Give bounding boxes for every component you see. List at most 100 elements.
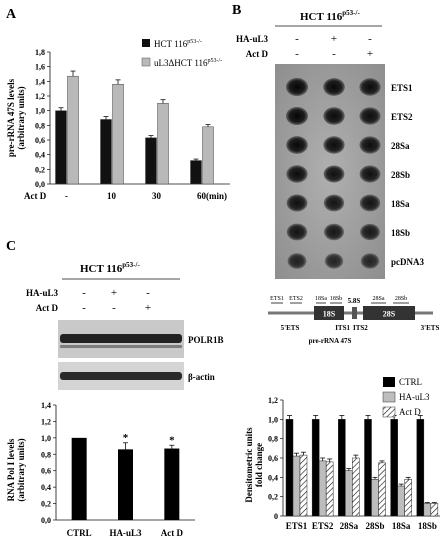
- schematic-5ets-label: 5'ETS: [281, 324, 300, 332]
- blot-b-row-label: Act D: [246, 49, 269, 59]
- chart-d-ytick-label: 1,2: [268, 396, 278, 405]
- blot-b-dot: [324, 253, 344, 269]
- schematic-18s-block: [314, 306, 344, 320]
- chart-a-bar: [157, 103, 169, 185]
- blot-b-dot: [360, 223, 380, 241]
- schematic-probes: ETS1 ETS2 18Sa 18Sb 28Sa 28Sb: [270, 296, 409, 304]
- chart-c-ytick-label: 1,4: [41, 401, 51, 410]
- blot-c-sign: -: [82, 287, 86, 299]
- chart-d-bar: [378, 462, 386, 517]
- chart-c-bars: CTRL * HA-uL3 * Act D: [67, 432, 184, 538]
- chart-d-bar: [325, 461, 334, 517]
- legend-label-ctrl: CTRL: [399, 377, 422, 387]
- legend-label-hct116: HCT 116p53-/-: [154, 39, 202, 49]
- chart-a-bar: [202, 126, 214, 185]
- chart-a-ytick-label: 0,2: [35, 165, 45, 174]
- legend-swatch-actd: [382, 406, 396, 418]
- chart-d-bar: [364, 419, 372, 517]
- chart-a-ylabel: pre-rRNA 47S levels: [6, 78, 16, 157]
- chart-a-bars: [55, 70, 214, 185]
- chart-a-ylabel2: (arbitrary units): [16, 86, 26, 149]
- chart-a-xtick-label: -: [65, 191, 68, 201]
- chart-a-ytick-label: 1,4: [35, 77, 45, 86]
- chart-a-ytick-label: 1,8: [35, 48, 45, 57]
- blot-b-probe-label: pcDNA3: [391, 257, 424, 267]
- blot-b-header: HCT 116p53-/-: [300, 9, 360, 23]
- chart-d-ytick-label: 0,2: [268, 493, 278, 502]
- chart-a-xtick-label: 10: [107, 191, 117, 201]
- blot-b-dots: [286, 78, 381, 269]
- blot-c-sign: +: [111, 287, 117, 299]
- chart-d-xtick-label: 18Sa: [392, 521, 411, 531]
- legend-swatch-ha-ul3: [382, 391, 396, 403]
- chart-c-ytick-label: 0,6: [41, 467, 51, 476]
- polr1b-label: POLR1B: [188, 335, 224, 345]
- chart-d-bars: ETS1 ETS2 28Sa 28Sb 18Sa 18Sb: [286, 415, 439, 531]
- blot-b-dot: [360, 253, 380, 269]
- chart-d-bar: [390, 419, 398, 517]
- blot-b-dot: [359, 136, 381, 154]
- chart-c-xtick-label: HA-uL3: [109, 528, 142, 538]
- blot-b-probe-label: 28Sa: [391, 141, 410, 151]
- chart-d-bar: [352, 457, 360, 517]
- blot-b-dot: [286, 165, 308, 183]
- chart-d-ytick-label: 0,8: [268, 435, 278, 444]
- blot-b-dot: [286, 223, 308, 241]
- blot-b-signs: HA-uL3 - + - Act D - - +: [236, 33, 373, 60]
- blot-b-sign: -: [332, 48, 336, 60]
- blot-b-dot: [323, 165, 345, 183]
- chart-c-bar: [71, 437, 87, 520]
- schematic-caption: pre-rRNA 47S: [309, 337, 352, 345]
- chart-a-x-prefix: Act D: [24, 191, 47, 201]
- schematic-probe-label: 18Sa: [315, 296, 327, 302]
- chart-a-bar: [55, 110, 67, 185]
- blot-c-sign: -: [112, 302, 116, 314]
- blot-c-row-label: HA-uL3: [26, 288, 59, 298]
- blot-b: HCT 116p53-/- HA-uL3 - + - Act D - - + ETS1 ETS2…: [236, 9, 424, 279]
- blot-b-probe-label: ETS1: [391, 83, 413, 93]
- chart-d-bar: [404, 479, 412, 517]
- chart-densitometry: 0 0,2 0,4 0,6 0,8 1,0 1,2 ETS1 ETS2 28Sa 28Sb 18Sa…: [244, 377, 440, 531]
- blot-b-dot: [286, 136, 308, 154]
- chart-d-ytick-label: 0,6: [268, 454, 278, 463]
- chart-d-bar: [371, 479, 379, 517]
- blot-c-header: HCT 116p53-/-: [80, 261, 140, 275]
- chart-c-ytick-label: 0,2: [41, 500, 51, 509]
- blot-b-sign: -: [368, 33, 372, 45]
- chart-a-ytick-label: 1,2: [35, 92, 45, 101]
- blot-b-dot: [286, 107, 308, 125]
- chart-a-ytick-label: 1,6: [35, 63, 45, 72]
- blot-b-dot: [286, 194, 308, 212]
- blot-c-sign: -: [146, 287, 150, 299]
- polr1b-band: [60, 334, 182, 343]
- polr1b-band-shadow: [60, 345, 182, 348]
- chart-c-bar: [164, 448, 180, 520]
- polr1b-bands: [60, 334, 182, 348]
- chart-c-ytick-label: 1,2: [41, 417, 51, 426]
- chart-c-ytick-label: 0,0: [41, 516, 51, 525]
- schematic-3ets-label: 3'ETS: [421, 324, 440, 332]
- chart-a-bar: [67, 75, 79, 185]
- blot-b-dot: [359, 165, 381, 183]
- blot-b-sign: -: [295, 48, 299, 60]
- chart-d-xtick-label: ETS1: [286, 521, 308, 531]
- chart-a: 0,0 0,2 0,4 0,6 0,8 1,0 1,2 1,4 1,6 1,8 - 10 30 60 H…: [6, 39, 230, 201]
- schematic-probe-label: 28Sb: [395, 296, 407, 302]
- blot-c-sign: +: [145, 302, 151, 314]
- blot-b-dot: [287, 253, 307, 269]
- blot-b-sign: +: [367, 48, 373, 60]
- actin-band: [60, 372, 182, 380]
- legend-label-ul3-hct116: uL3ΔHCT 116p53-/-: [154, 58, 222, 68]
- blot-b-dot: [359, 107, 381, 125]
- chart-d-legend: CTRL HA-uL3 Act D: [382, 377, 430, 418]
- chart-c-significance-mark: *: [169, 434, 175, 446]
- chart-a-labels: - 10 30 60: [65, 191, 207, 201]
- chart-c-xtick-label: CTRL: [67, 528, 92, 538]
- blot-c-signs: HA-uL3 - + - Act D - - +: [26, 287, 151, 314]
- chart-d-bar: [311, 419, 320, 517]
- chart-d-xtick-label: 28Sa: [340, 521, 359, 531]
- chart-a-axes: 0,0 0,2 0,4 0,6 0,8 1,0 1,2 1,4 1,6 1,8: [35, 48, 230, 189]
- schematic-probe-label: ETS2: [289, 296, 303, 302]
- chart-c-ytick-label: 0,4: [41, 483, 51, 492]
- blot-b-probe-label: ETS2: [391, 112, 413, 122]
